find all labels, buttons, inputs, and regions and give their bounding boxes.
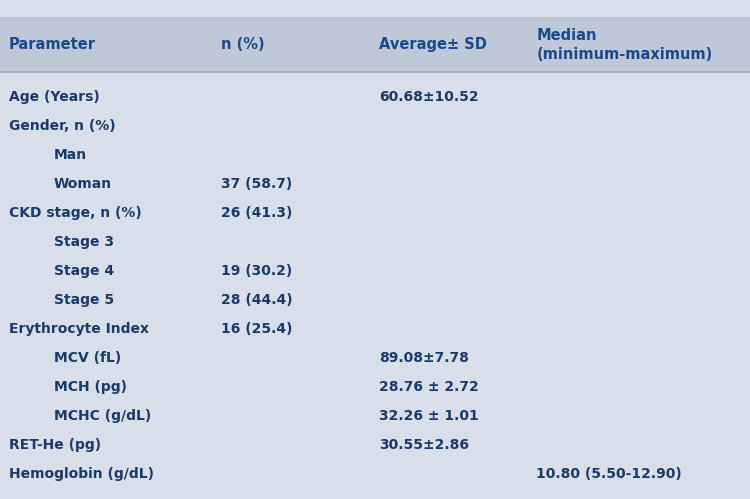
Text: Erythrocyte Index: Erythrocyte Index xyxy=(9,322,149,336)
Text: 28 (44.4): 28 (44.4) xyxy=(221,293,292,307)
Text: Parameter: Parameter xyxy=(9,37,96,52)
Text: Hemoglobin (g/dL): Hemoglobin (g/dL) xyxy=(9,467,154,481)
Text: 19 (30.2): 19 (30.2) xyxy=(221,263,292,277)
Text: 28.76 ± 2.72: 28.76 ± 2.72 xyxy=(379,380,478,394)
Text: Man: Man xyxy=(54,148,87,162)
Text: CKD stage, n (%): CKD stage, n (%) xyxy=(9,206,142,220)
Text: 10.80 (5.50-12.90): 10.80 (5.50-12.90) xyxy=(536,467,682,481)
Text: MCV (fL): MCV (fL) xyxy=(54,351,122,365)
Text: 16 (25.4): 16 (25.4) xyxy=(221,322,292,336)
Text: 30.55±2.86: 30.55±2.86 xyxy=(379,438,469,452)
Text: 60.68±10.52: 60.68±10.52 xyxy=(379,90,478,104)
Text: Stage 5: Stage 5 xyxy=(54,293,114,307)
Text: 37 (58.7): 37 (58.7) xyxy=(221,177,292,191)
Text: MCH (pg): MCH (pg) xyxy=(54,380,127,394)
Text: Median
(minimum-maximum): Median (minimum-maximum) xyxy=(536,28,712,62)
Text: n (%): n (%) xyxy=(221,37,265,52)
Text: 32.26 ± 1.01: 32.26 ± 1.01 xyxy=(379,409,478,423)
Text: 89.08±7.78: 89.08±7.78 xyxy=(379,351,469,365)
Text: Gender, n (%): Gender, n (%) xyxy=(9,119,115,133)
Text: Stage 4: Stage 4 xyxy=(54,263,114,277)
FancyBboxPatch shape xyxy=(0,17,750,72)
Text: 26 (41.3): 26 (41.3) xyxy=(221,206,292,220)
Text: MCHC (g/dL): MCHC (g/dL) xyxy=(54,409,152,423)
Text: RET-He (pg): RET-He (pg) xyxy=(9,438,101,452)
Text: Age (Years): Age (Years) xyxy=(9,90,100,104)
Text: Stage 3: Stage 3 xyxy=(54,235,114,249)
Text: Average± SD: Average± SD xyxy=(379,37,487,52)
Text: Woman: Woman xyxy=(54,177,112,191)
